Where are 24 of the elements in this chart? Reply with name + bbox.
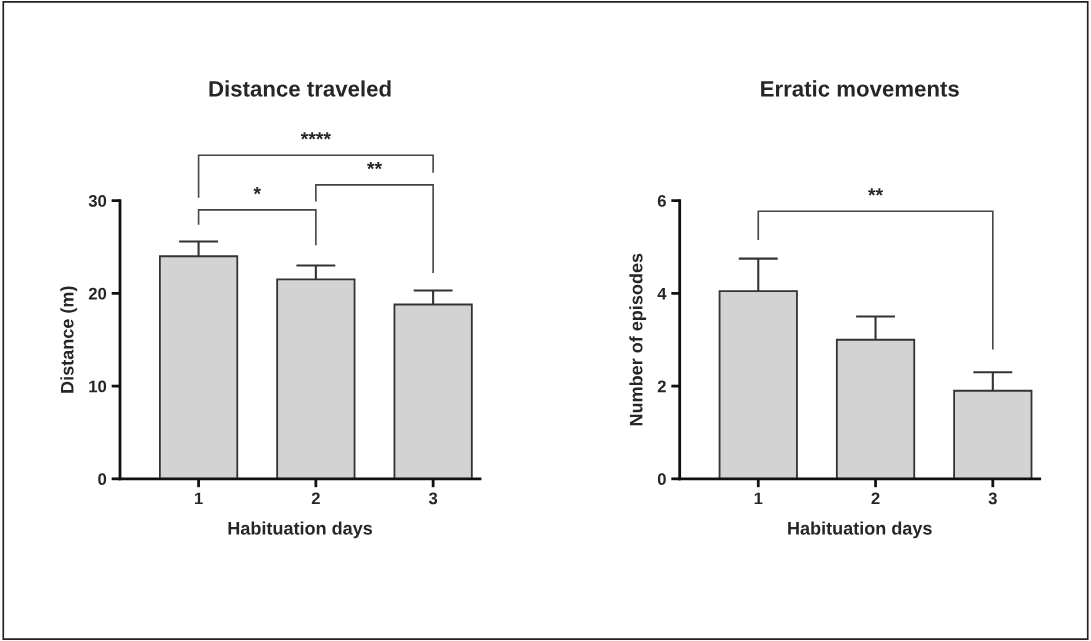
x-tick-label: 2 (311, 492, 320, 505)
y-tick-label: 10 (89, 380, 107, 393)
chart-title: Distance traveled (209, 80, 391, 97)
y-tick-label: 0 (657, 473, 666, 486)
text: ** (868, 188, 884, 196)
y-tick-label: 6 (657, 195, 666, 207)
y-tick-label: 30 (88, 195, 107, 207)
y-tick-label: 0 (98, 473, 107, 486)
y-axis-title: Number of episodes (629, 253, 647, 426)
y-tick-label: 2 (657, 380, 666, 393)
text: **** (300, 132, 331, 140)
chart-title: Erratic movements (761, 80, 959, 97)
x-axis-title: Habituation days (788, 521, 932, 539)
y-tick-label: 4 (657, 287, 667, 300)
x-tick-label: 3 (428, 492, 438, 505)
y-axis-title: Distance (m) (60, 286, 78, 393)
x-tick-label: 1 (195, 492, 203, 505)
x-axis-title: Habituation days (228, 521, 373, 539)
text: * (253, 186, 261, 195)
x-tick-label: 3 (988, 492, 997, 505)
x-tick-label: 2 (871, 492, 880, 505)
text: ** (366, 161, 383, 170)
x-tick-label: 1 (754, 492, 763, 505)
y-tick-label: 20 (88, 287, 107, 300)
